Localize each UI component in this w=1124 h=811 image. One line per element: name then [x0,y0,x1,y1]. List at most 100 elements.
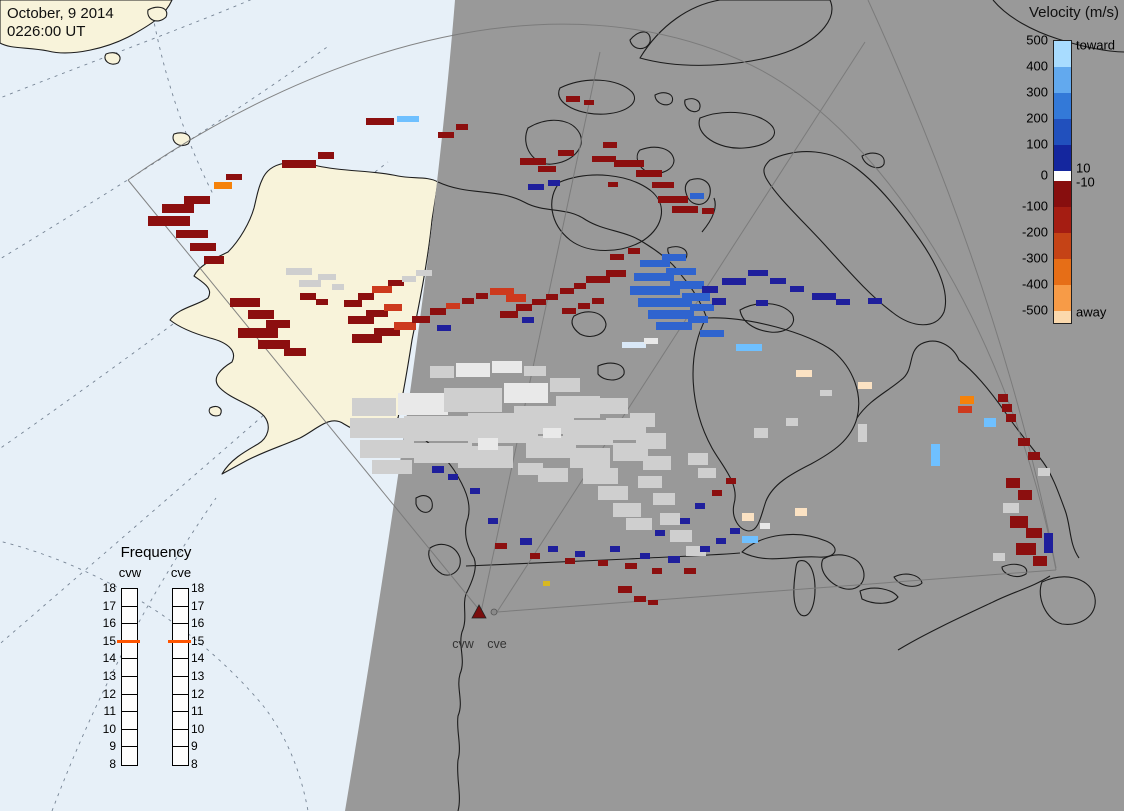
velocity-cell-WG [543,428,561,438]
velocity-cell-LB [736,344,762,351]
ladder-cell [173,730,188,748]
ladder-cell [173,607,188,625]
velocity-cell-DR [238,328,278,338]
lake-michigan [793,560,816,617]
land-st-lawrence-island [172,132,191,147]
velocity-cell-DR [226,174,242,180]
velocity-cell-DR [456,124,468,130]
island-banks [525,119,582,165]
velocity-cell-DR [366,118,394,125]
velocity-cell-DR [495,543,507,549]
velocity-cell-PB [622,342,646,348]
colorbar-segment [1054,285,1071,311]
ladder-cell [122,589,137,607]
lake-erie [859,587,899,604]
velocity-cell-LG [352,398,396,416]
velocity-cell-DR [684,568,696,574]
velocity-cell-MB [700,330,724,337]
velocity-legend-title: Velocity (m/s) [1028,4,1119,21]
colorbar-segment [1054,119,1071,145]
velocity-cell-LG [518,463,543,475]
velocity-cell-DB [770,278,786,284]
velocity-cell-MB [634,273,674,281]
velocity-cell-DR [476,293,488,299]
velocity-tick-label: toward [1076,37,1116,53]
velocity-cell-MB [630,286,680,295]
coast-vancouver-island [428,543,461,576]
velocity-cell-CR [742,513,754,521]
velocity-cell-WG [398,393,448,415]
frequency-tick-label: 15 [191,633,205,648]
velocity-cell-LG [598,398,628,414]
velocity-cell-LG [583,468,618,484]
velocity-cell-LG [754,428,768,438]
velocity-cell-DR [672,206,698,213]
velocity-tick-label: -400 [1021,276,1048,292]
frequency-tick-label: 11 [103,704,116,719]
velocity-cell-DR [300,293,316,300]
velocity-cell-DB [695,503,705,509]
frequency-ladder-right [172,588,189,766]
velocity-cell-LG [286,268,312,275]
velocity-tick-label: 200 [1026,110,1048,126]
ladder-cell [122,747,137,765]
coast-ungava-labrador [856,340,1080,559]
coast-hudson-bay [692,317,860,532]
velocity-cell-LG [698,468,716,478]
velocity-cell-DR [610,254,624,260]
velocity-cell-DR [565,558,575,564]
velocity-cell-DB [712,298,726,305]
radar-site-triangle-cvw [471,604,487,619]
frequency-tick-label: 13 [102,669,116,683]
velocity-cell-DR [603,142,617,148]
frequency-tick-label: 13 [191,669,205,683]
velocity-cell-LG [299,280,321,287]
velocity-cell-LG [598,486,628,500]
velocity-cell-DR [344,300,362,307]
velocity-cell-DR [412,316,430,323]
velocity-cell-WG [760,523,770,529]
frequency-column-label-cvw: cvw [118,565,142,580]
velocity-cell-DR [634,596,646,602]
frequency-tick-label: 17 [191,598,205,613]
velocity-cell-DR [998,394,1008,402]
velocity-cell-CR [858,382,872,389]
velocity-cell-DR [592,298,604,304]
velocity-cell-DB [640,553,650,559]
velocity-tick-label: 300 [1026,84,1048,100]
velocity-cell-DB [437,325,451,331]
velocity-cell-DR [1006,414,1016,422]
velocity-cell-R [372,286,392,293]
velocity-cell-DR [546,294,558,300]
frequency-tick-label: 16 [191,616,205,631]
velocity-cell-DR [284,348,306,356]
velocity-cell-DR [702,208,714,214]
colorbar-segment [1054,145,1071,171]
velocity-cell-LG [332,284,344,290]
velocity-cell-LG [626,518,652,530]
velocity-cell-DR [652,182,674,188]
frequency-marker [168,639,191,643]
velocity-cell-DR [562,308,576,314]
frequency-tick-label: 12 [191,686,205,701]
velocity-cell-DR [184,196,210,204]
lake-great-bear [571,311,607,337]
velocity-cell-DR [592,156,616,162]
velocity-cell-DR [266,320,290,328]
velocity-cell-DR [148,216,190,226]
frequency-ladder-left [121,588,138,766]
velocity-cell-DR [658,196,688,203]
velocity-tick-label: -300 [1021,250,1048,266]
velocity-cell-LG [686,546,706,556]
velocity-cell-DR [628,248,640,254]
velocity-cell-DR [584,100,594,105]
island-baffin [763,151,947,326]
velocity-cell-DB [868,298,882,304]
velocity-cell-DR [516,304,532,311]
colorbar-segment [1054,207,1071,233]
velocity-cell-DB [520,538,532,545]
velocity-cell-WG [492,361,522,373]
velocity-cell-DB [1044,533,1053,553]
velocity-cell-DB [730,528,740,534]
